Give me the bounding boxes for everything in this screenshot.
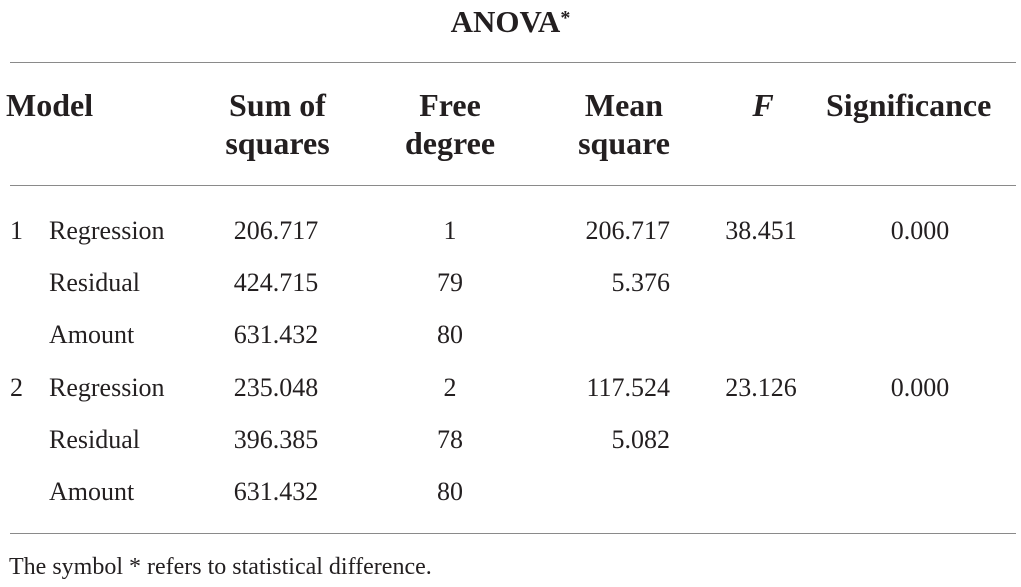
row-mean-square: 5.082 xyxy=(611,425,671,454)
row-sum-of-squares: 235.048 xyxy=(233,373,319,402)
row-sum-of-squares: 631.432 xyxy=(233,320,319,349)
header-free-degree-line1: Free xyxy=(419,87,481,123)
row-free-degree: 2 xyxy=(443,373,457,402)
header-free-degree: Free degree xyxy=(397,86,503,162)
row-f: 38.451 xyxy=(725,216,797,245)
top-rule xyxy=(10,62,1016,63)
row-mean-square: 117.524 xyxy=(586,373,670,402)
title-asterisk: * xyxy=(560,7,571,29)
header-sum-of-squares: Sum of squares xyxy=(220,86,335,162)
header-significance: Significance xyxy=(826,87,992,123)
row-mean-square: 206.717 xyxy=(585,216,671,245)
row-mean-square: 5.376 xyxy=(611,268,671,297)
table-title: ANOVA* xyxy=(0,0,1021,44)
row-f: 23.126 xyxy=(725,373,797,402)
table-row: Amount 631.432 80 xyxy=(0,466,1021,518)
header-model: Model xyxy=(6,87,94,123)
row-sum-of-squares: 424.715 xyxy=(233,268,319,297)
table-row: 1 Regression 206.717 1 206.717 38.451 0.… xyxy=(0,205,1021,257)
row-significance: 0.000 xyxy=(890,373,950,402)
row-label: Residual xyxy=(49,268,140,297)
row-sum-of-squares: 631.432 xyxy=(233,477,319,506)
bottom-rule xyxy=(10,533,1016,534)
row-label: Regression xyxy=(49,216,165,245)
header-mean-square-line2: square xyxy=(578,125,670,161)
table-row: 2 Regression 235.048 2 117.524 23.126 0.… xyxy=(0,362,1021,414)
row-free-degree: 80 xyxy=(437,320,463,349)
header-mean-square-line1: Mean xyxy=(584,87,664,123)
row-model-number: 2 xyxy=(10,373,23,402)
row-label: Amount xyxy=(49,477,135,506)
row-model-number: 1 xyxy=(10,216,23,245)
header-sum-of-squares-line1: Sum of xyxy=(229,87,326,123)
row-free-degree: 80 xyxy=(437,477,463,506)
header-mean-square: Mean square xyxy=(568,86,680,162)
header-f: F xyxy=(752,87,774,123)
row-label: Regression xyxy=(49,373,165,402)
table-title-text: ANOVA xyxy=(450,4,561,39)
table-row: Amount 631.432 80 xyxy=(0,309,1021,361)
row-label: Residual xyxy=(49,425,140,454)
header-free-degree-line2: degree xyxy=(404,125,496,161)
row-free-degree: 1 xyxy=(443,216,457,245)
row-free-degree: 78 xyxy=(437,425,463,454)
header-sum-of-squares-line2: squares xyxy=(225,125,330,161)
row-significance: 0.000 xyxy=(890,216,950,245)
row-free-degree: 79 xyxy=(437,268,463,297)
row-label: Amount xyxy=(49,320,135,349)
row-sum-of-squares: 206.717 xyxy=(233,216,319,245)
table-footnote: The symbol * refers to statistical diffe… xyxy=(9,554,432,580)
row-sum-of-squares: 396.385 xyxy=(233,425,319,454)
table-row: Residual 396.385 78 5.082 xyxy=(0,414,1021,466)
table-row: Residual 424.715 79 5.376 xyxy=(0,257,1021,309)
header-rule xyxy=(10,185,1016,186)
